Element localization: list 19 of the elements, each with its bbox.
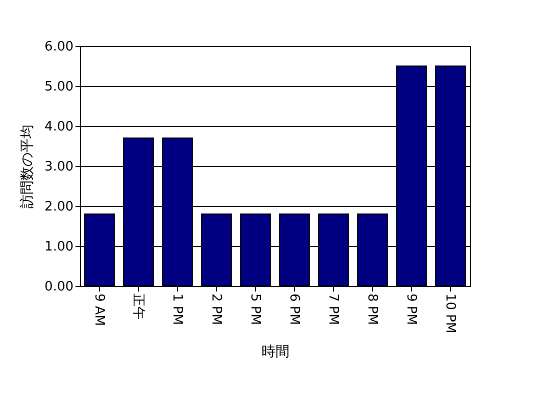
x-tick-label: 9 PM: [404, 294, 418, 325]
y-axis-title: 訪問数の平均: [20, 124, 36, 208]
x-tick-label: 5 PM: [248, 294, 262, 325]
x-tick-label: 2 PM: [208, 294, 224, 325]
x-tick-label: 6 PM: [286, 294, 302, 325]
x-tick-label: 9 AM: [92, 294, 106, 326]
x-tick-label: 8 PM: [364, 294, 380, 325]
y-tick-label: 3.00: [44, 160, 74, 174]
y-tick-label: 5.00: [44, 80, 74, 94]
y-tick-label: 1.00: [44, 240, 74, 254]
x-tick-label: 正午: [130, 294, 146, 320]
x-tick-label: 10 PM: [442, 294, 458, 334]
y-tick-label: 0.00: [44, 280, 74, 294]
y-tick-label: 6.00: [44, 40, 74, 54]
x-tick-label: 1 PM: [170, 294, 184, 325]
y-tick-label: 2.00: [44, 200, 74, 214]
y-tick-label: 4.00: [44, 120, 74, 134]
x-tick-label: 7 PM: [326, 294, 340, 325]
x-axis-title: 時間: [262, 344, 290, 360]
